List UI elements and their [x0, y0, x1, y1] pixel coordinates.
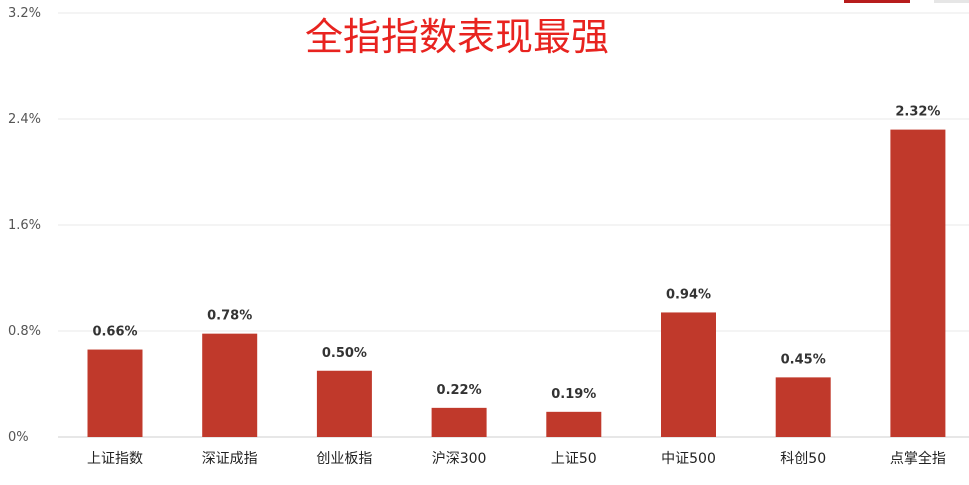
bar [87, 349, 143, 437]
bar [316, 370, 372, 437]
bar [546, 411, 602, 437]
category-label: 科创50 [780, 451, 826, 467]
chart-title: 全指指数表现最强 [305, 15, 609, 59]
corner-tab-inactive[interactable] [934, 0, 969, 3]
y-tick-label: 3.2% [8, 6, 41, 21]
category-label: 上证指数 [87, 451, 143, 467]
data-label: 0.50% [322, 346, 367, 361]
corner-tab-active[interactable] [844, 0, 910, 3]
bar [431, 407, 487, 437]
y-tick-label: 0.8% [8, 324, 41, 339]
data-label: 0.45% [781, 352, 826, 367]
data-labels: 0.66% 0.78% 0.50% 0.22% 0.19% 0.94% 0.45% 2.32% [92, 105, 940, 402]
data-label: 0.94% [666, 287, 711, 302]
category-label: 中证500 [661, 451, 716, 467]
y-tick-label: 1.6% [8, 218, 41, 233]
grid-lines [58, 12, 969, 438]
y-tick-label: 2.4% [8, 112, 41, 127]
category-label: 沪深300 [432, 451, 487, 467]
y-axis-ticks: 0% 0.8% 1.6% 2.4% 3.2% [8, 6, 41, 445]
bar [775, 377, 831, 437]
category-label: 深证成指 [202, 451, 258, 467]
data-label: 0.78% [207, 309, 252, 324]
category-label: 创业板指 [316, 451, 372, 467]
bar [661, 312, 716, 437]
bars [87, 129, 946, 437]
data-label: 0.66% [92, 325, 137, 340]
bar [890, 129, 946, 437]
bar [202, 333, 258, 437]
category-label: 上证50 [551, 451, 597, 467]
y-tick-label: 0% [8, 430, 29, 445]
data-label: 0.19% [551, 387, 596, 402]
data-label: 0.22% [437, 383, 482, 398]
x-axis-categories: 上证指数 深证成指 创业板指 沪深300 上证50 中证500 科创50 点掌全指 [87, 450, 946, 467]
category-label: 点掌全指 [890, 450, 946, 467]
data-label: 2.32% [895, 105, 940, 120]
